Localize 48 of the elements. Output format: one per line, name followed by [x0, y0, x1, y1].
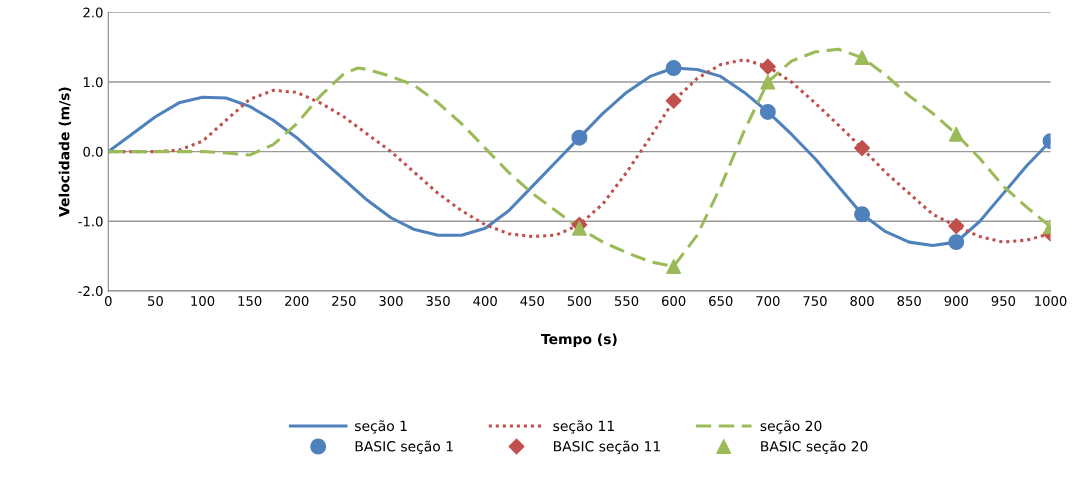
legend-label: seção 20 [760, 420, 822, 434]
x-tick-label: 50 [148, 295, 163, 306]
x-tick-label: 850 [897, 295, 921, 306]
legend-label: seção 11 [553, 420, 614, 434]
point [854, 140, 871, 157]
x-tick-label: 450 [520, 295, 545, 306]
x-tick-label: 250 [332, 295, 356, 306]
point [759, 58, 776, 75]
point [854, 206, 871, 223]
x-tick-label: 200 [285, 295, 309, 306]
y-tick-label: -2.0 [78, 286, 103, 297]
y-tick-label: 2.0 [83, 7, 103, 18]
x-tick-label: 600 [661, 295, 686, 306]
point [665, 92, 682, 109]
y-tick-label: -1.0 [78, 216, 103, 227]
point [948, 126, 964, 142]
point [854, 50, 870, 66]
point [759, 103, 776, 120]
point [665, 60, 682, 77]
x-tick-label: 300 [379, 295, 403, 306]
legend-label: seção 1 [355, 420, 407, 434]
x-tick-label: 650 [709, 295, 733, 306]
point [571, 129, 588, 146]
x-tick-label: 1000 [1035, 295, 1067, 306]
point [948, 218, 965, 235]
y-axis-title: Velocidade (m/s) [58, 87, 72, 217]
point [666, 259, 682, 274]
point [571, 220, 587, 236]
x-tick-label: 400 [473, 295, 497, 306]
x-tick-label: 800 [850, 295, 874, 306]
x-tick-label: 500 [567, 295, 592, 306]
point [760, 74, 776, 90]
point [948, 234, 965, 251]
legend-label: BASIC seção 20 [761, 440, 868, 455]
legend-label: BASIC seção 11 [554, 440, 660, 455]
x-tick-label: 0 [104, 295, 112, 306]
legend-label: BASIC seção 1 [355, 440, 453, 455]
x-tick-label: 900 [944, 295, 968, 306]
y-tick-label: 0.0 [83, 146, 103, 157]
x-tick-label: 100 [191, 295, 215, 306]
x-tick-label: 700 [756, 295, 780, 306]
y-tick-label: 1.0 [83, 77, 103, 88]
x-tick-label: 550 [614, 295, 639, 306]
x-tick-label: 950 [991, 295, 1016, 306]
x-tick-label: 150 [238, 295, 262, 306]
x-tick-label: 350 [426, 295, 450, 306]
x-axis-title: Tempo (s) [541, 333, 617, 347]
x-tick-label: 750 [803, 295, 827, 306]
